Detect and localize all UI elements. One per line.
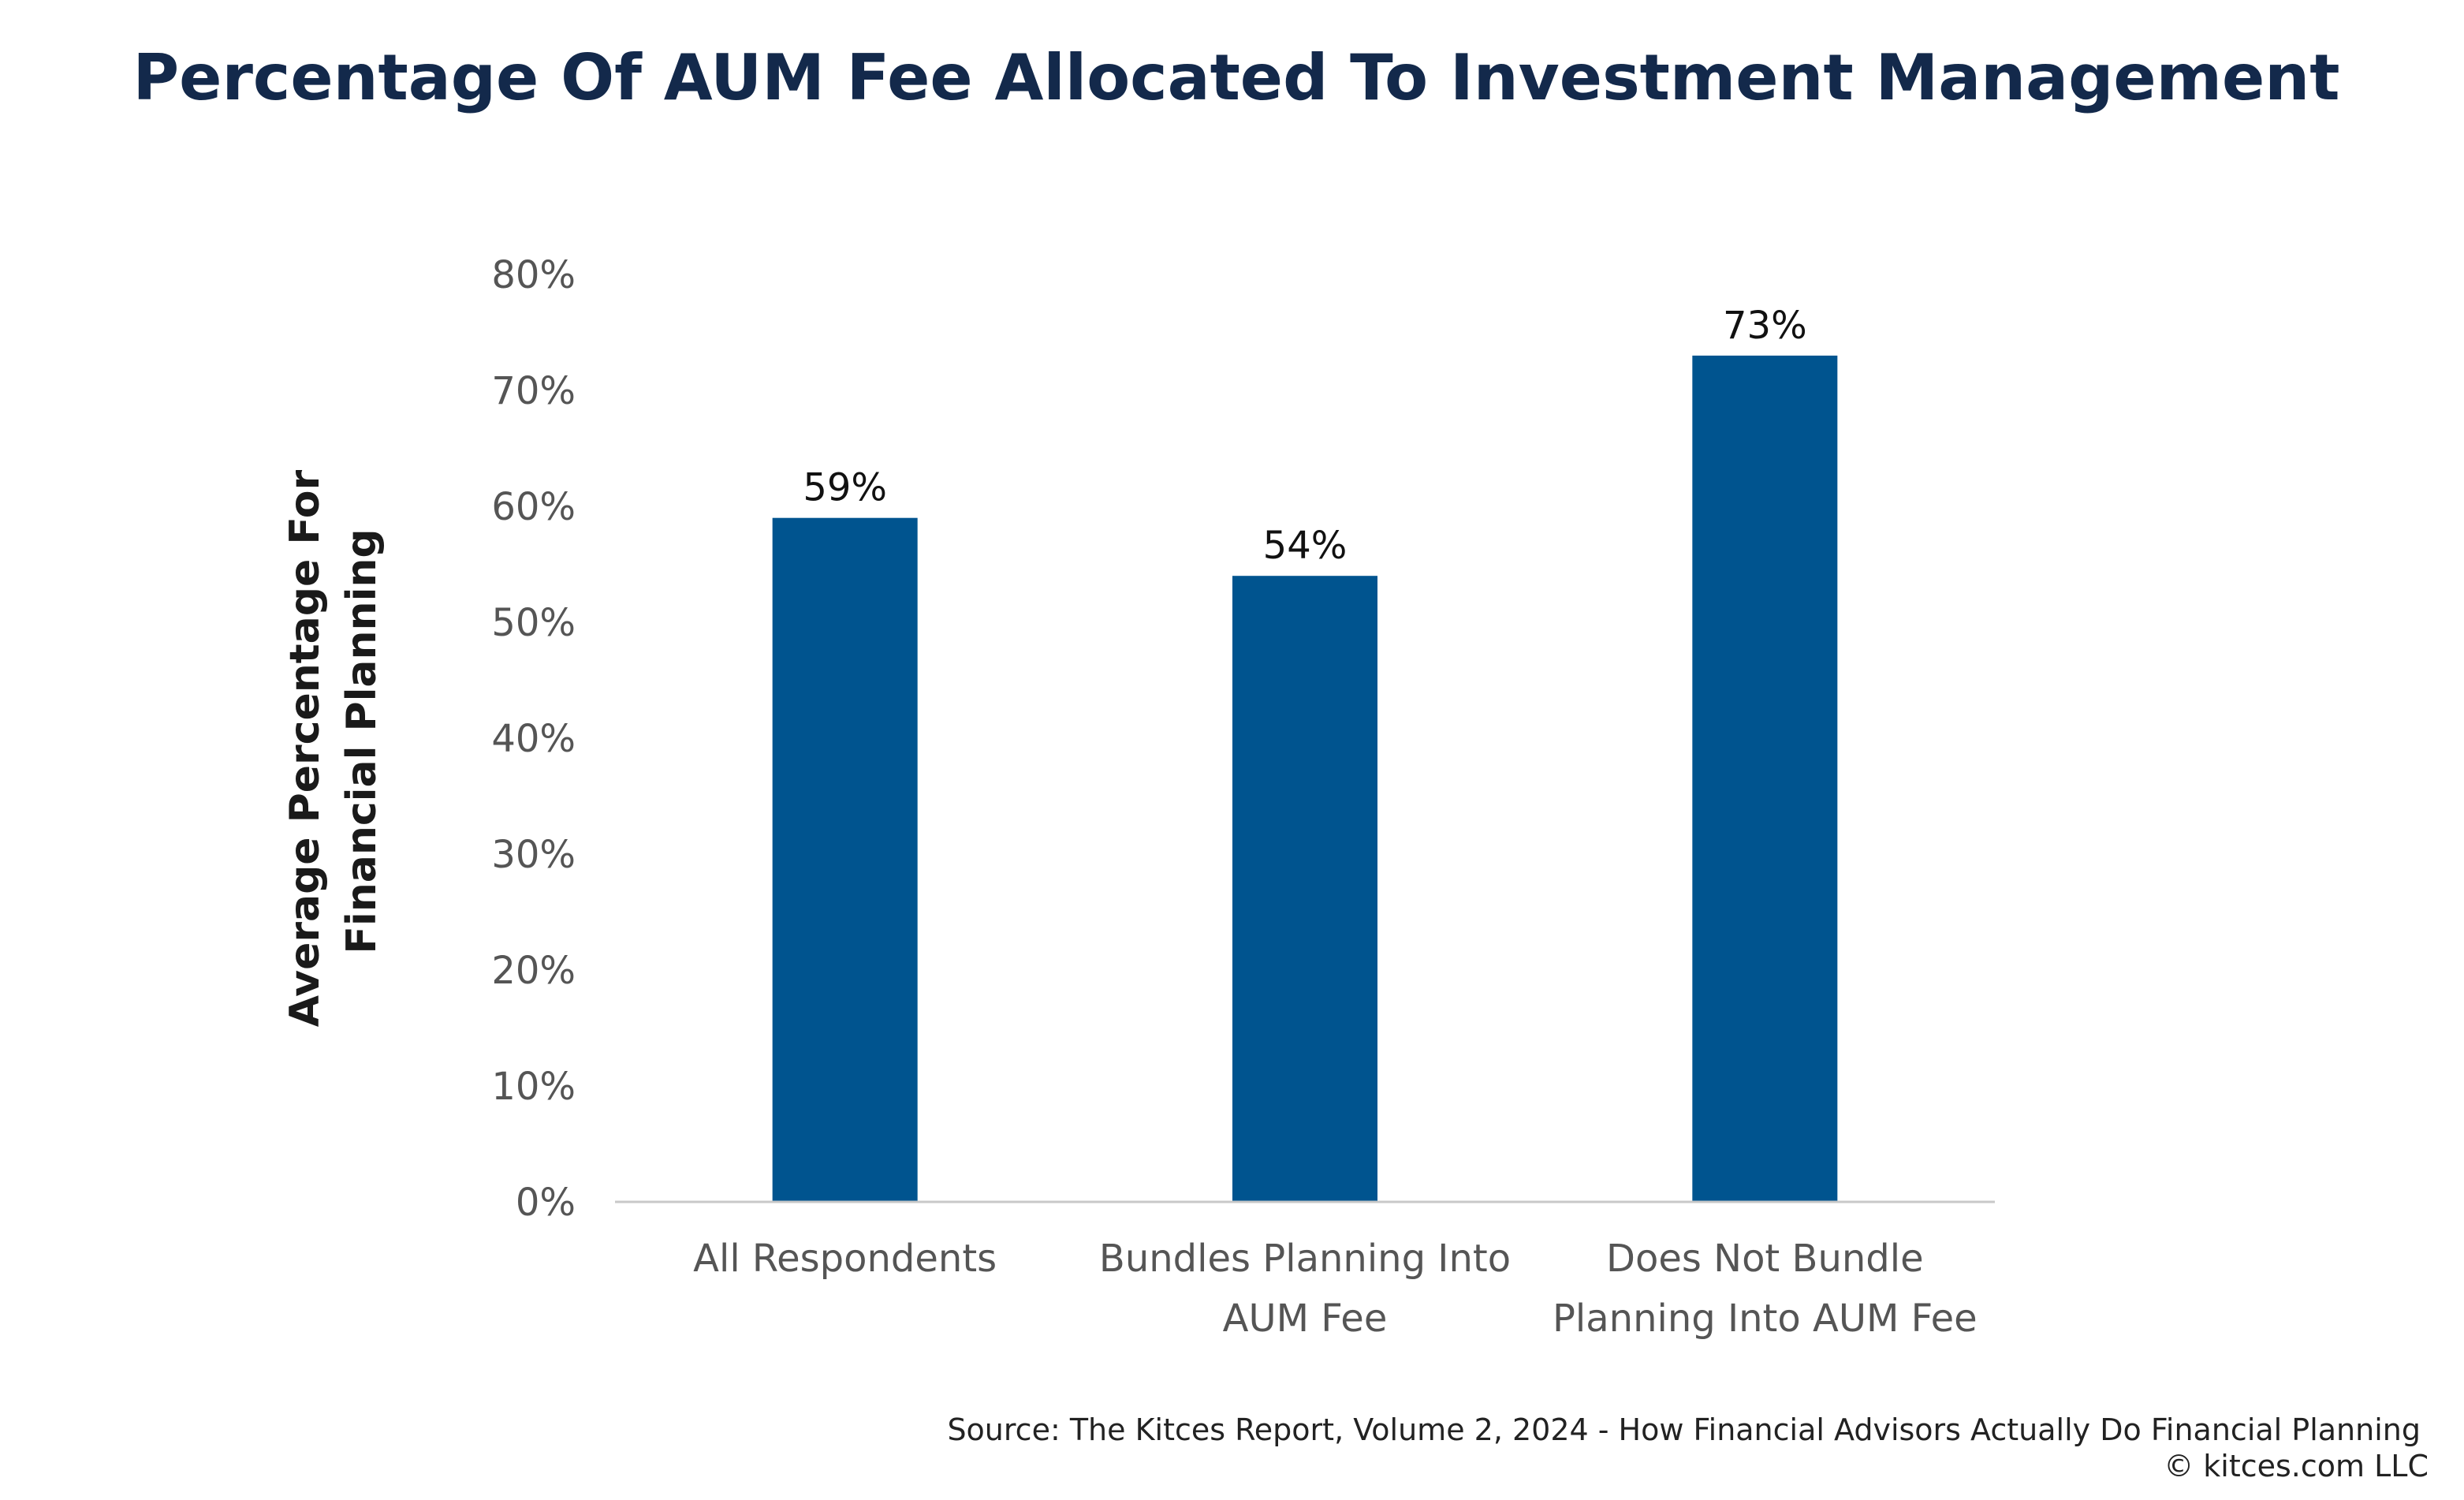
y-axis-label-line-2: Financial Planning xyxy=(338,528,386,953)
y-tick-label: 60% xyxy=(491,485,576,529)
data-label: 73% xyxy=(1723,304,1807,348)
x-tick-label-line: Planning Into AUM Fee xyxy=(1553,1297,1978,1341)
y-tick-label: 0% xyxy=(516,1181,576,1225)
y-axis-label-line-1: Average Percentage For xyxy=(281,470,329,1028)
x-tick-label-line: All Respondents xyxy=(693,1237,997,1281)
y-tick-label: 40% xyxy=(491,717,576,761)
y-tick-label: 70% xyxy=(491,369,576,413)
data-label: 54% xyxy=(1263,524,1348,568)
y-tick-label: 20% xyxy=(491,949,576,993)
bar xyxy=(772,517,918,1202)
x-tick-label-line: Does Not Bundle xyxy=(1606,1237,1924,1281)
y-tick-label: 30% xyxy=(491,833,576,877)
bar xyxy=(1692,355,1838,1202)
x-tick-label-line: AUM Fee xyxy=(1223,1297,1388,1341)
copyright-note: © kitces.com LLC xyxy=(2164,1449,2429,1483)
chart-title: Percentage Of AUM Fee Allocated To Inves… xyxy=(133,41,2340,114)
y-axis-ticks: 0% 10% 20% 30% 40% 50% 60% 70% 80% xyxy=(491,253,576,1225)
x-tick-label: All Respondents xyxy=(693,1237,997,1281)
source-note: Source: The Kitces Report, Volume 2, 202… xyxy=(947,1412,2421,1447)
bar xyxy=(1232,576,1377,1202)
x-tick-label: Does Not Bundle Planning Into AUM Fee xyxy=(1553,1237,1978,1341)
bars xyxy=(772,355,1838,1202)
data-label: 59% xyxy=(803,466,887,510)
y-tick-label: 50% xyxy=(491,601,576,645)
y-tick-label: 10% xyxy=(491,1065,576,1109)
y-axis-label: Average Percentage For Financial Plannin… xyxy=(281,456,386,1027)
y-tick-label: 80% xyxy=(491,253,576,297)
x-tick-label: Bundles Planning Into AUM Fee xyxy=(1099,1237,1511,1341)
x-axis-labels: All Respondents Bundles Planning Into AUM … xyxy=(693,1237,1978,1341)
data-labels: 59% 54% 73% xyxy=(803,304,1806,568)
x-tick-label-line: Bundles Planning Into xyxy=(1099,1237,1511,1281)
